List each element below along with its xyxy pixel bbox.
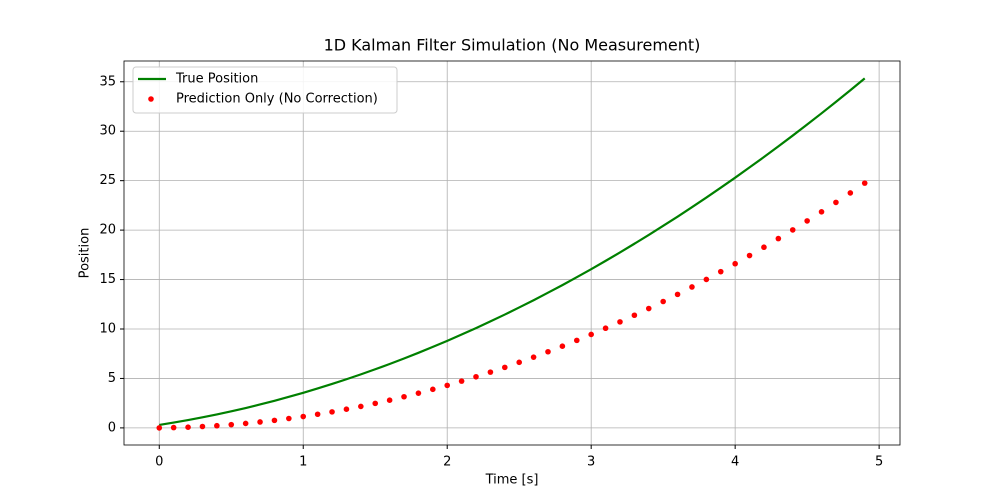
chart-title: 1D Kalman Filter Simulation (No Measurem… xyxy=(324,36,701,55)
x-tick-label: 0 xyxy=(155,455,163,470)
point xyxy=(314,411,321,418)
point xyxy=(588,331,594,338)
y-tick-label: 10 xyxy=(99,321,116,336)
point xyxy=(473,373,479,380)
point xyxy=(300,413,307,420)
point xyxy=(530,354,537,360)
point xyxy=(631,312,638,319)
point xyxy=(818,209,825,215)
x-tick-label: 1 xyxy=(299,455,307,470)
point xyxy=(199,423,206,430)
x-tick-label: 4 xyxy=(731,455,739,470)
legend-label: True Position xyxy=(175,72,258,87)
point xyxy=(415,390,422,396)
point xyxy=(804,218,810,224)
point xyxy=(430,386,436,393)
point xyxy=(386,397,393,404)
y-tick-label: 20 xyxy=(99,223,116,238)
point xyxy=(703,276,710,283)
legend-marker xyxy=(148,96,154,102)
point xyxy=(257,419,263,425)
x-tick-label: 2 xyxy=(443,455,451,470)
point xyxy=(559,343,566,350)
point xyxy=(170,424,177,431)
point xyxy=(775,235,782,242)
point xyxy=(602,325,609,332)
y-axis-label: Position xyxy=(78,228,93,279)
y-tick-label: 35 xyxy=(99,74,116,89)
y-tick-label: 15 xyxy=(99,272,116,287)
point xyxy=(660,298,666,305)
point xyxy=(746,252,753,259)
point xyxy=(502,364,508,371)
point xyxy=(516,359,522,366)
point xyxy=(861,180,868,186)
point xyxy=(717,268,724,275)
point xyxy=(573,337,580,344)
point xyxy=(372,400,379,407)
plot-frame xyxy=(123,60,901,446)
point xyxy=(487,369,494,375)
point xyxy=(732,260,738,267)
point xyxy=(545,348,551,355)
point xyxy=(847,190,854,196)
y-tick-label: 30 xyxy=(99,124,116,139)
point xyxy=(761,244,767,251)
legend-box xyxy=(132,66,398,114)
point xyxy=(444,382,451,389)
point xyxy=(156,425,163,431)
x-axis-label: Time [s] xyxy=(485,473,539,488)
y-tick-label: 25 xyxy=(99,173,116,188)
point xyxy=(674,291,681,298)
line xyxy=(159,77,866,427)
x-tick-label: 5 xyxy=(875,455,883,470)
point xyxy=(458,378,465,384)
x-tick-label: 3 xyxy=(587,455,595,470)
point xyxy=(645,305,652,312)
point xyxy=(833,199,839,206)
point xyxy=(401,393,407,400)
y-tick-label: 5 xyxy=(108,371,116,386)
point xyxy=(617,319,623,325)
point xyxy=(214,422,220,429)
point xyxy=(689,284,695,290)
legend-label: Prediction Only (No Correction) xyxy=(176,92,378,107)
point xyxy=(329,409,335,415)
point xyxy=(343,406,350,413)
point xyxy=(271,417,278,424)
point xyxy=(228,421,235,428)
point xyxy=(286,415,292,422)
y-tick-label: 0 xyxy=(108,420,116,435)
point xyxy=(789,227,796,233)
point xyxy=(242,420,249,427)
point xyxy=(358,403,364,410)
point xyxy=(185,424,191,430)
